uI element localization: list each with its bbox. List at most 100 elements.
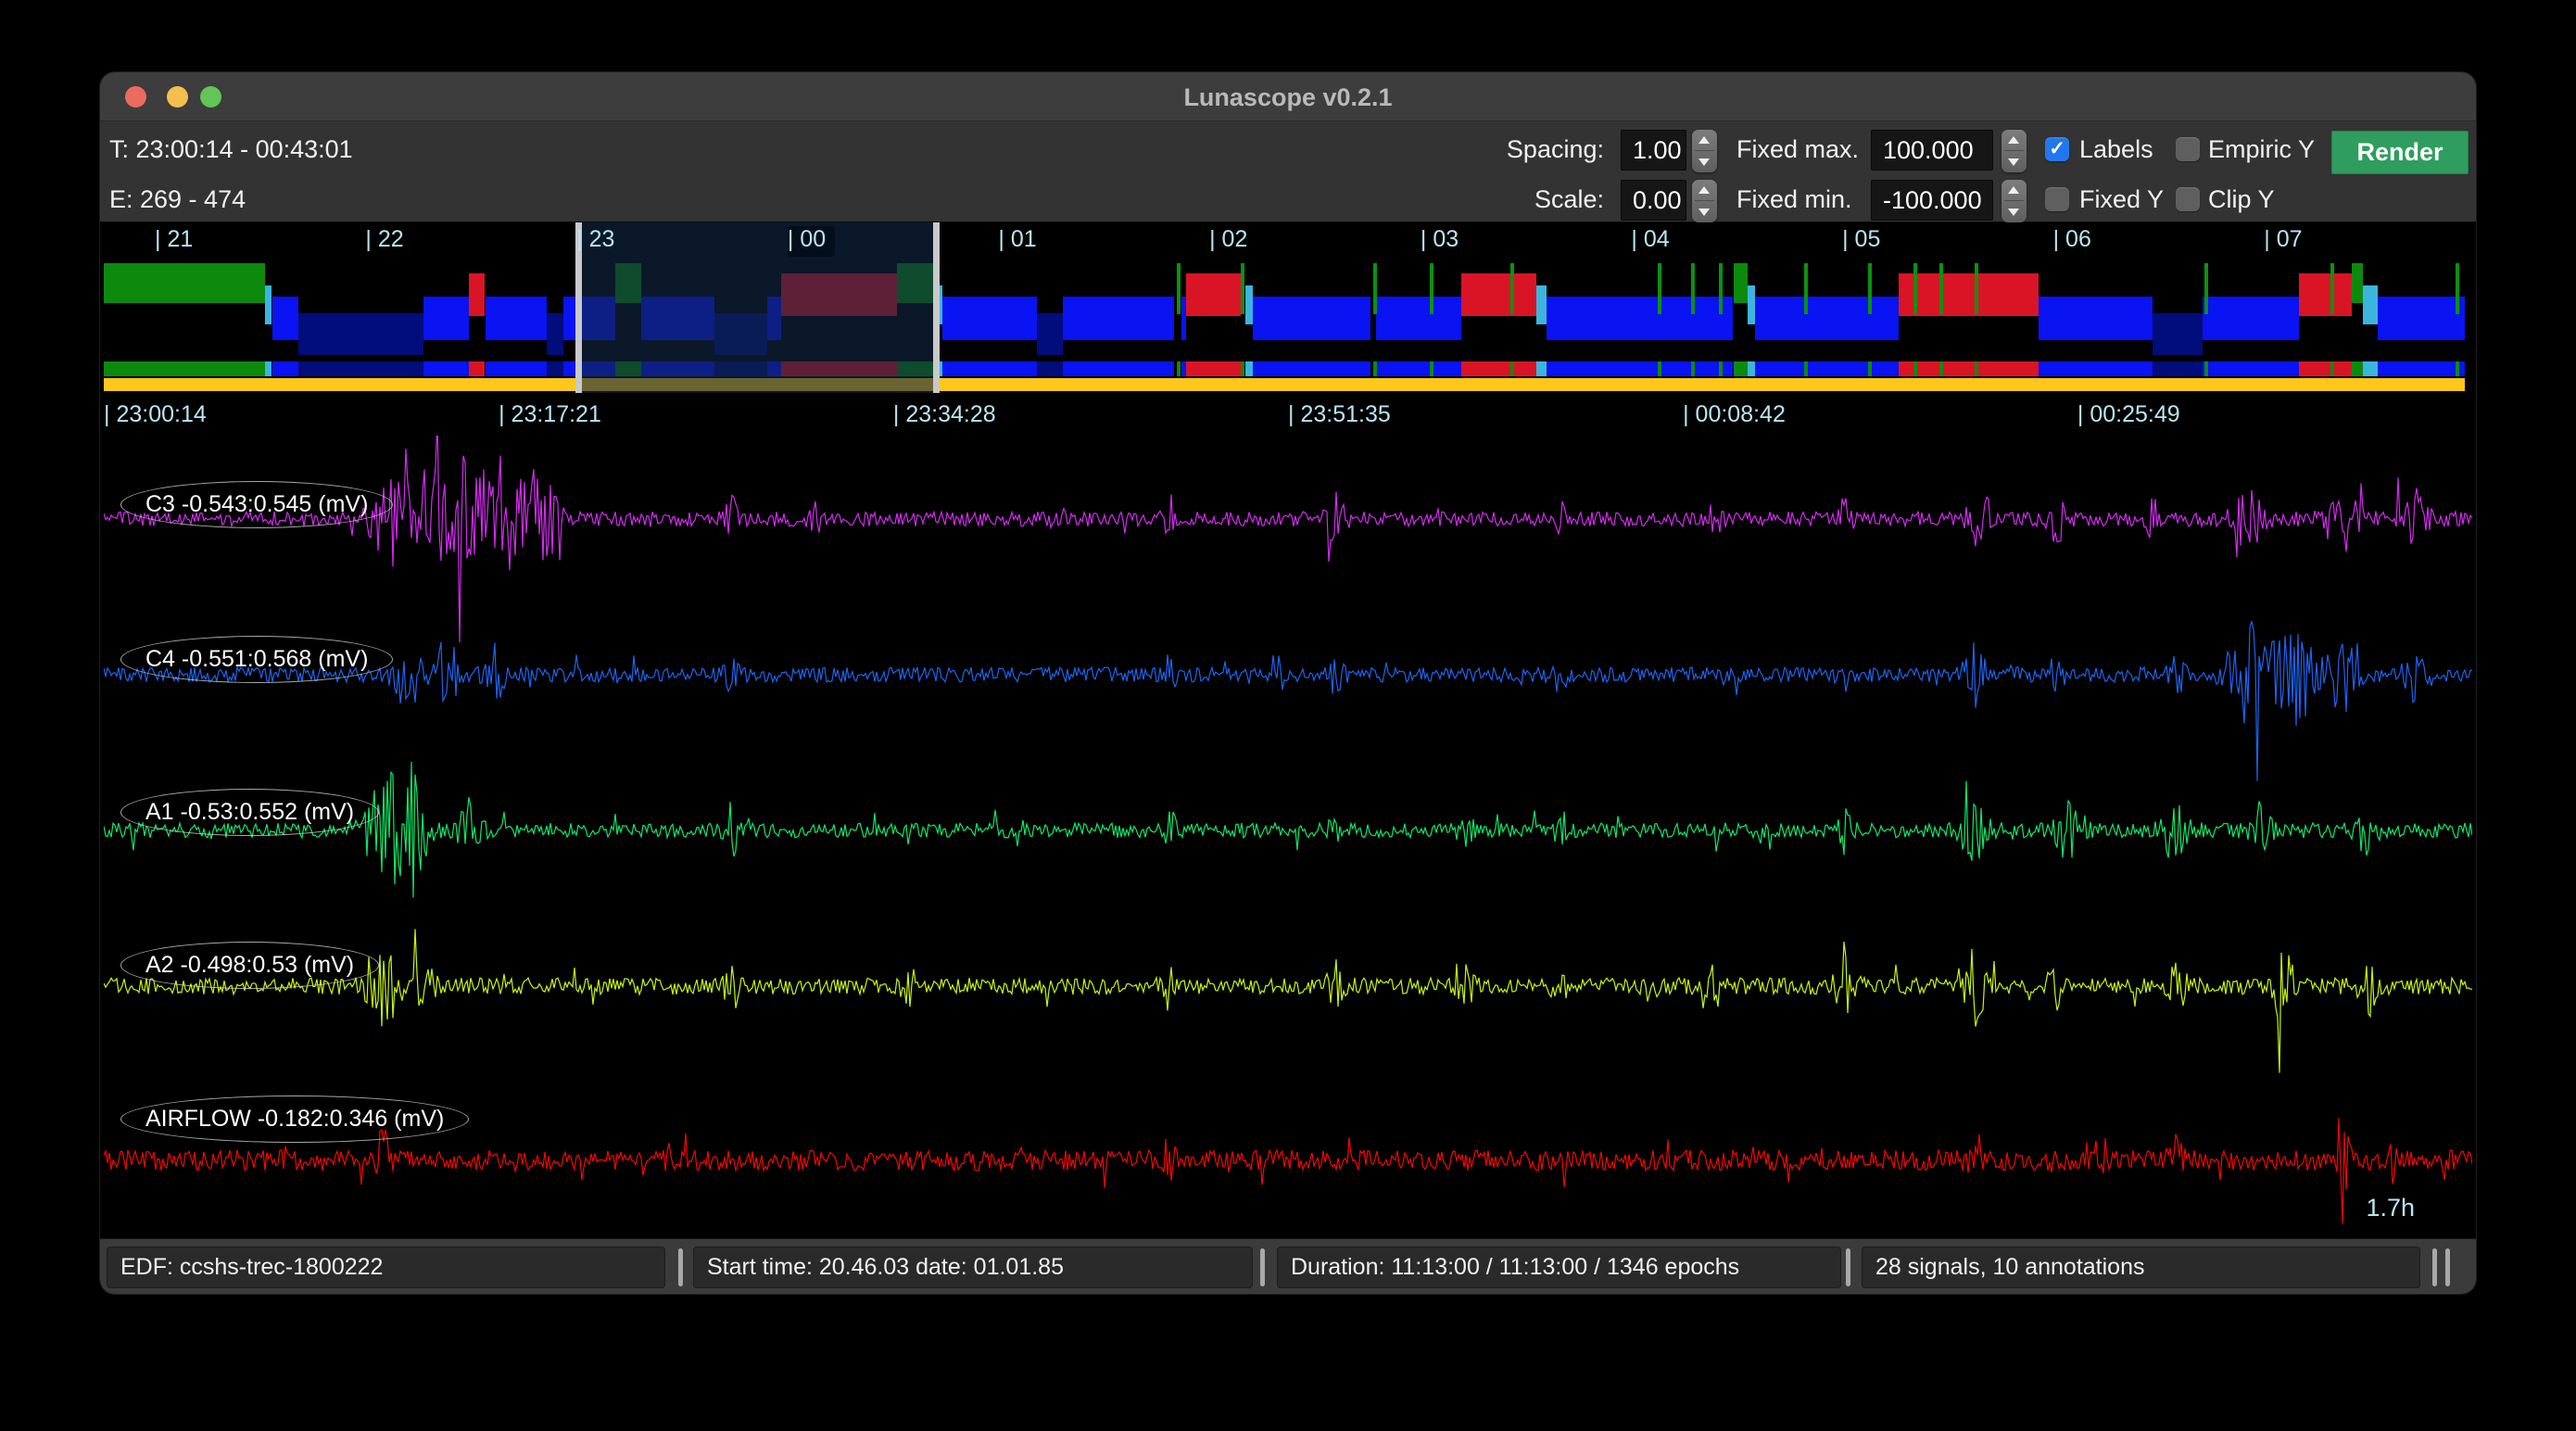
mini-segment-N2 xyxy=(1375,361,1461,376)
fixed-y-checkbox-label: Fixed Y xyxy=(2079,185,2165,213)
mini-segment-N3 xyxy=(2152,361,2203,376)
mini-wake-tick xyxy=(1240,361,1244,376)
mini-wake-tick xyxy=(1690,361,1695,376)
mini-segment-N2 xyxy=(2039,361,2153,376)
mini-wake-tick xyxy=(1938,361,1943,376)
empiric-y-checkbox[interactable] xyxy=(2176,137,2200,161)
hypno-segment-N3 xyxy=(297,313,424,355)
mini-wake-tick xyxy=(1913,361,1917,376)
render-button[interactable]: Render xyxy=(2331,131,2469,174)
channel-label-C4[interactable]: C4 -0.551:0.568 (mV) xyxy=(120,636,394,683)
time-axis-label: | 23:51:35 xyxy=(1288,401,1391,427)
window-title: Lunascope v0.2.1 xyxy=(1183,83,1393,111)
mini-segment-R xyxy=(1186,361,1241,376)
signal-trace-C4 xyxy=(104,621,2472,781)
wake-tick xyxy=(1430,263,1434,315)
scale-input[interactable]: 0.00 xyxy=(1621,180,1686,221)
mini-segment-N1 xyxy=(264,361,272,376)
status-duration: Duration: 11:13:00 / 11:13:00 / 1346 epo… xyxy=(1277,1247,1841,1288)
fixed-y-checkbox[interactable] xyxy=(2045,187,2069,211)
mini-wake-tick xyxy=(1176,361,1181,376)
hypno-segment-N2 xyxy=(1252,297,1371,340)
empiric-y-checkbox-label: Empiric Y xyxy=(2208,135,2316,163)
mini-segment-N2 xyxy=(485,361,547,376)
hour-label: | 02 xyxy=(1209,226,1248,252)
mini-segment-N3 xyxy=(547,361,563,376)
title-bar: Lunascope v0.2.1 xyxy=(100,72,2476,120)
hour-label: | 04 xyxy=(1631,226,1670,252)
hypno-segment-R xyxy=(2299,272,2352,317)
signal-plot-area[interactable]: 1.7h C3 -0.543:0.545 (mV) C4 -0.551:0.568… xyxy=(100,436,2476,1238)
time-axis-label: | 00:25:49 xyxy=(2077,401,2180,427)
channel-label-A2[interactable]: A2 -0.498:0.53 (mV) xyxy=(120,942,380,989)
close-window-icon[interactable] xyxy=(125,86,146,108)
mini-segment-N2 xyxy=(1252,361,1371,376)
mini-segment-R xyxy=(1899,361,2039,376)
mini-segment-N2 xyxy=(2377,361,2466,376)
mini-wake-tick xyxy=(1373,361,1377,376)
zoom-window-icon[interactable] xyxy=(200,86,221,108)
wake-tick xyxy=(1240,263,1244,315)
scale-stepper[interactable] xyxy=(1692,180,1717,222)
hypno-segment-W xyxy=(104,263,265,303)
hypno-segment-N1 xyxy=(2363,285,2378,324)
hypno-segment-W xyxy=(1733,263,1748,303)
mini-wake-tick xyxy=(1975,361,1979,376)
selection-overlay[interactable] xyxy=(578,222,937,393)
channel-label-A1[interactable]: A1 -0.53:0.552 (mV) xyxy=(120,789,380,836)
time-axis-label: | 23:17:21 xyxy=(499,401,601,427)
status-grip-bar xyxy=(2445,1248,2450,1286)
status-edf: EDF: ccshs-trec-1800222 xyxy=(107,1247,665,1288)
time-axis-label: | 00:08:42 xyxy=(1683,401,1786,427)
hour-label: | 07 xyxy=(2264,226,2303,252)
fixed-min-input[interactable]: -100.000 xyxy=(1871,180,1993,221)
fixed-min-stepper[interactable] xyxy=(2001,180,2027,222)
hypno-segment-N3 xyxy=(547,313,563,355)
clip-y-checkbox[interactable] xyxy=(2176,187,2200,211)
hypno-segment-N1 xyxy=(1747,285,1755,324)
fixed-max-input[interactable]: 100.000 xyxy=(1871,130,1993,171)
mini-wake-tick xyxy=(1510,361,1515,376)
hypno-segment-N2 xyxy=(2202,297,2300,340)
epoch-range-label: E: 269 - 474 xyxy=(109,185,246,213)
hypnogram-mini-strip xyxy=(104,361,2472,376)
status-separator xyxy=(678,1248,683,1286)
hour-label: | 03 xyxy=(1420,226,1459,252)
selection-start-handle[interactable] xyxy=(575,222,583,393)
clip-y-checkbox-label: Clip Y xyxy=(2208,185,2275,213)
mini-segment-N1 xyxy=(1536,361,1547,376)
labels-checkbox[interactable] xyxy=(2045,137,2069,161)
wake-tick xyxy=(1938,263,1943,315)
wake-tick xyxy=(1690,263,1695,315)
channel-label-AIRFLOW[interactable]: AIRFLOW -0.182:0.346 (mV) xyxy=(120,1095,470,1143)
wake-tick xyxy=(1913,263,1917,315)
spacing-input[interactable]: 1.00 xyxy=(1621,130,1686,171)
hour-label: | 06 xyxy=(2052,226,2091,252)
scale-label: Scale: xyxy=(1534,185,1604,213)
hypno-segment-W xyxy=(2351,263,2364,303)
status-start-time: Start time: 20.46.03 date: 01.01.85 xyxy=(693,1247,1253,1288)
selection-end-handle[interactable] xyxy=(933,222,941,393)
hypno-segment-N2 xyxy=(1063,297,1175,340)
hypno-segment-R xyxy=(1899,272,2039,317)
time-axis: | 23:00:14 | 23:17:21 | 23:34:28 | 23:51:35… xyxy=(100,394,2476,436)
hypno-segment-N2 xyxy=(2377,297,2466,340)
mini-wake-tick xyxy=(1868,361,1873,376)
fixed-max-stepper[interactable] xyxy=(2001,130,2027,172)
spacing-stepper[interactable] xyxy=(1692,130,1717,172)
channel-label-C3[interactable]: C3 -0.543:0.545 (mV) xyxy=(120,481,394,528)
status-signals-annotations: 28 signals, 10 annotations xyxy=(1862,1247,2420,1288)
hypnogram-overview[interactable]: | 21 | 22 | 23 | 00 | 01 | 02 | 03 | 04 | 05 | 06… xyxy=(100,222,2476,394)
mini-segment-R xyxy=(2299,361,2352,376)
hour-label: | 00 xyxy=(787,226,836,257)
wake-tick xyxy=(1868,263,1873,315)
spacing-label: Spacing: xyxy=(1506,135,1604,163)
wake-tick xyxy=(1176,263,1181,315)
mini-segment-N2 xyxy=(941,361,1037,376)
signal-trace-A1 xyxy=(104,761,2472,898)
minimize-window-icon[interactable] xyxy=(167,86,188,108)
hypno-segment-N1 xyxy=(1536,285,1547,324)
mini-segment-N2 xyxy=(271,361,298,376)
fixed-max-label: Fixed max. xyxy=(1736,135,1860,163)
hypno-segment-N2 xyxy=(1181,297,1187,340)
